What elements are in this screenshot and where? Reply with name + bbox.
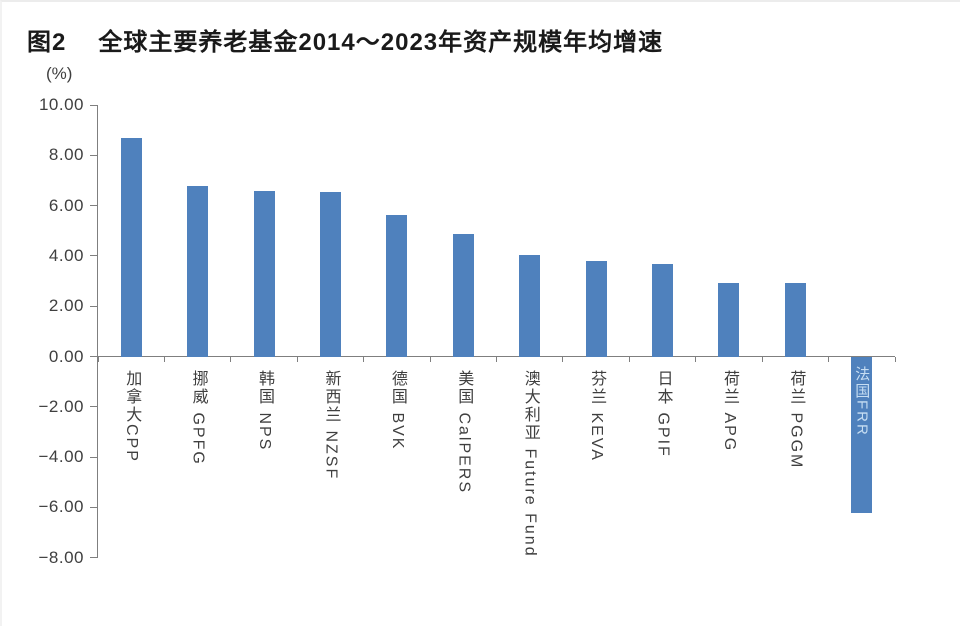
x-axis-tick bbox=[761, 357, 763, 362]
y-axis-tick bbox=[90, 557, 98, 559]
bar-8 bbox=[585, 261, 607, 357]
y-tick-label: 2.00 bbox=[48, 296, 84, 316]
x-category-label: 澳大利亚 Future Fund bbox=[521, 370, 539, 558]
y-axis-tick bbox=[90, 255, 98, 257]
bar-12 bbox=[851, 357, 873, 513]
y-axis-tick bbox=[90, 104, 98, 106]
y-axis-tick bbox=[90, 406, 98, 408]
figure-title-text: 全球主要养老基金2014～2023年资产规模年均增速 bbox=[98, 29, 664, 56]
bar-4 bbox=[319, 192, 341, 357]
y-axis-tick bbox=[90, 456, 98, 458]
y-axis-unit-label: (%) bbox=[46, 64, 73, 83]
x-axis-tick bbox=[230, 357, 232, 362]
bar-9 bbox=[652, 263, 674, 357]
x-category-label: 韩国 NPS bbox=[256, 370, 274, 452]
y-axis-tick bbox=[90, 154, 98, 156]
bar-5 bbox=[386, 214, 408, 357]
y-tick-label: −2.00 bbox=[38, 396, 84, 416]
bar-7 bbox=[519, 255, 541, 357]
x-axis-tick bbox=[429, 357, 431, 362]
x-axis-tick bbox=[363, 357, 365, 362]
y-tick-label: −6.00 bbox=[38, 497, 84, 517]
x-category-label: 新西兰 NZSF bbox=[322, 370, 340, 481]
bar-inside-label: 法国FRR bbox=[853, 366, 871, 437]
x-category-label: 芬兰 KEVA bbox=[588, 370, 606, 462]
bar-11 bbox=[784, 282, 806, 357]
x-category-label: 日本 GPIF bbox=[654, 370, 672, 458]
y-tick-label: 10.00 bbox=[38, 95, 84, 114]
y-tick-label: 6.00 bbox=[48, 195, 84, 215]
y-tick-label: −4.00 bbox=[38, 447, 84, 467]
x-category-label: 德国 BVK bbox=[388, 370, 406, 451]
x-axis-tick bbox=[296, 357, 298, 362]
x-category-label: 美国 CalPERS bbox=[455, 370, 473, 495]
bar-1 bbox=[120, 138, 142, 357]
y-axis-tick bbox=[90, 205, 98, 207]
y-axis-line bbox=[97, 105, 98, 559]
x-axis-tick bbox=[628, 357, 630, 362]
y-tick-label: −8.00 bbox=[38, 547, 84, 567]
chart-title: 图2 全球主要养老基金2014～2023年资产规模年均增速 bbox=[27, 22, 663, 57]
y-tick-label: 4.00 bbox=[48, 245, 84, 265]
x-category-label: 荷兰 APG bbox=[720, 370, 738, 453]
x-axis-tick bbox=[695, 357, 697, 362]
x-axis-tick bbox=[496, 357, 497, 362]
x-axis-tick bbox=[828, 357, 830, 362]
x-axis-tick bbox=[562, 357, 564, 362]
y-tick-label: 8.00 bbox=[48, 145, 84, 165]
bar-10 bbox=[718, 282, 740, 357]
figure-number: 图2 bbox=[27, 29, 67, 56]
y-axis-tick bbox=[90, 506, 98, 508]
x-category-label: 加拿大CPP bbox=[123, 370, 141, 463]
x-axis-tick bbox=[163, 357, 165, 362]
x-category-label: 荷兰 PGGM bbox=[787, 370, 805, 470]
y-axis-tick bbox=[90, 356, 98, 357]
x-axis-line bbox=[98, 356, 895, 357]
x-axis-tick bbox=[894, 357, 896, 362]
bar-6 bbox=[452, 233, 474, 357]
bar-2 bbox=[187, 185, 209, 357]
y-axis-tick bbox=[90, 305, 98, 307]
bar-3 bbox=[253, 191, 275, 357]
y-tick-label: 0.00 bbox=[48, 346, 84, 366]
x-category-label: 挪威 GPFG bbox=[189, 370, 207, 466]
x-axis-tick bbox=[97, 357, 99, 362]
